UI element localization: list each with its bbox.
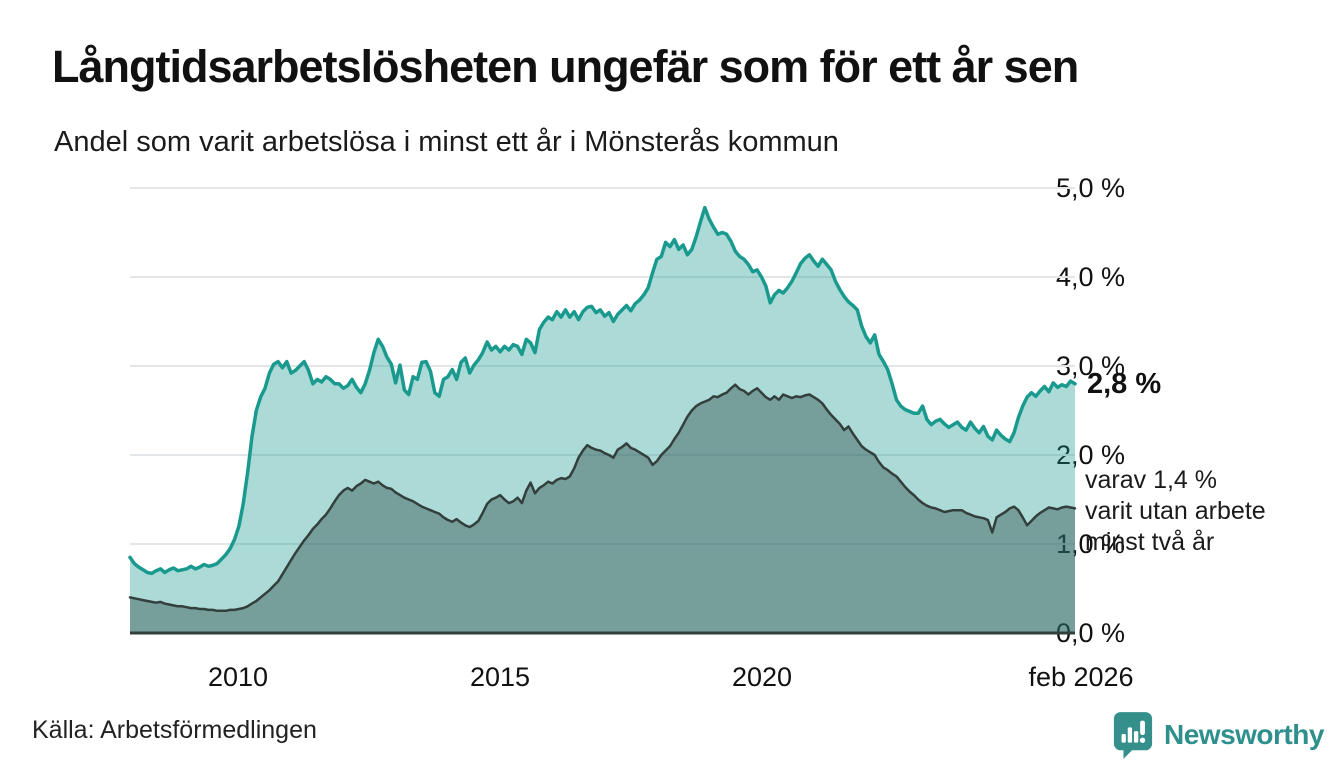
page-title: Långtidsarbetslösheten ungefär som för e…: [52, 41, 1079, 92]
x-tick-label: 2015: [469, 662, 531, 692]
x-tick-label: 2020: [731, 662, 793, 692]
page-subtitle: Andel som varit arbetslösa i minst ett å…: [54, 126, 839, 158]
brand-wordmark: Newsworthy: [1164, 719, 1324, 750]
x-tick-label: 2010: [207, 662, 269, 692]
source-caption: Källa: Arbetsförmedlingen: [32, 716, 317, 744]
secondary-note-line: varav 1,4 %: [1085, 466, 1218, 494]
secondary-note-line: varit utan arbete: [1085, 497, 1266, 525]
x-tick-label: feb 2026: [1028, 662, 1134, 692]
series-end-value-label: 2,8 %: [1087, 368, 1162, 400]
secondary-note-line: minst två år: [1085, 528, 1215, 556]
newsworthy-icon: [1113, 712, 1153, 759]
brand-logo: Newsworthy: [1112, 710, 1324, 760]
secondary-series-note: varav 1,4 % varit utan arbete minst två …: [1085, 465, 1335, 558]
